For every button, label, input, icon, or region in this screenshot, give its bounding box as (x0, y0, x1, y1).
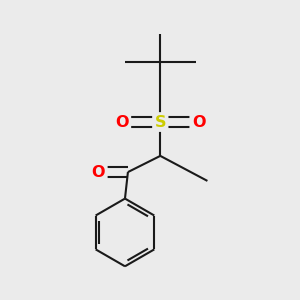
Text: S: S (154, 115, 166, 130)
Text: O: O (192, 115, 205, 130)
Text: O: O (92, 165, 105, 180)
Text: O: O (115, 115, 129, 130)
